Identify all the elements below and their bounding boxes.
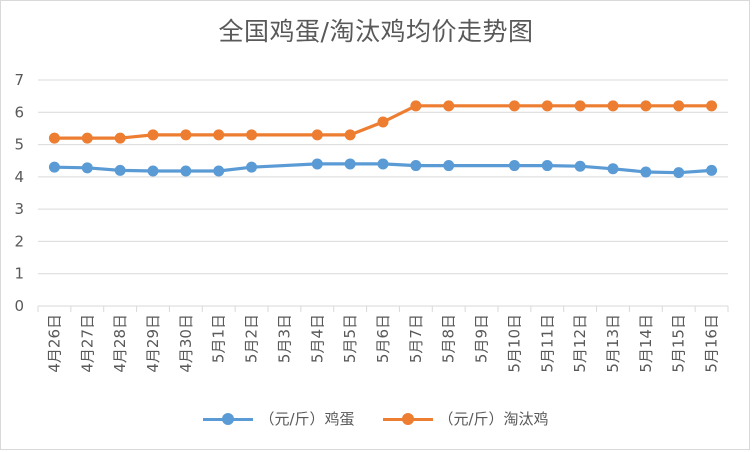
x-tick-label-4: 4月30日 — [177, 314, 195, 373]
series-0-point-2 — [114, 164, 126, 176]
series-1-point-9 — [344, 129, 356, 141]
series-0-point-9 — [344, 158, 356, 170]
legend-swatch-spent-hen — [382, 412, 433, 425]
series-1-point-15 — [541, 100, 553, 112]
y-tick-label-0: 0 — [14, 297, 24, 315]
series-1-point-3 — [147, 129, 159, 141]
series-1-point-16 — [574, 100, 586, 112]
x-tick-label-13: 5月9日 — [473, 314, 491, 363]
series-0-point-4 — [180, 165, 192, 177]
x-tick-label-9: 5月5日 — [341, 314, 359, 363]
series-1-point-11 — [410, 100, 422, 112]
legend-item-egg: （元/斤）鸡蛋 — [203, 408, 355, 429]
y-tick-label-1: 1 — [14, 265, 24, 283]
legend-item-spent-hen: （元/斤）淘汰鸡 — [382, 408, 549, 429]
legend: （元/斤）鸡蛋 （元/斤）淘汰鸡 — [0, 408, 752, 429]
x-tick-label-19: 5月15日 — [670, 314, 688, 373]
series-1-point-19 — [673, 100, 685, 112]
series-0-point-8 — [311, 158, 323, 170]
series-0-point-0 — [48, 161, 60, 173]
x-axis-tick-labels: 4月26日 4月27日 4月28日 4月29日 4月30日 5月1日 5月2日 5月3日 5月4… — [45, 314, 720, 373]
y-axis-tick-labels: 0 1 2 3 4 5 6 7 — [14, 71, 24, 315]
series-0-point-1 — [81, 162, 93, 174]
x-tick-label-10: 5月6日 — [374, 314, 392, 363]
legend-label-spent-hen: （元/斤）淘汰鸡 — [438, 410, 549, 428]
x-tick-label-8: 5月4日 — [308, 314, 326, 363]
series-1-point-0 — [48, 132, 60, 144]
y-tick-label-3: 3 — [14, 200, 24, 218]
x-tick-label-17: 5月13日 — [604, 314, 622, 373]
series-0-point-19 — [673, 167, 685, 179]
series-0-point-6 — [246, 161, 258, 173]
series-1-point-20 — [706, 100, 718, 112]
series-1-point-14 — [508, 100, 520, 112]
series-1-point-2 — [114, 132, 126, 144]
x-tick-label-18: 5月14日 — [637, 314, 655, 373]
series-1-point-17 — [607, 100, 619, 112]
series-0-point-14 — [508, 160, 520, 172]
series-0-point-15 — [541, 160, 553, 172]
series-0-point-3 — [147, 165, 159, 177]
series-0 — [48, 158, 718, 179]
x-axis — [37, 305, 729, 312]
x-tick-label-14: 5月10日 — [505, 314, 523, 373]
y-tick-label-6: 6 — [14, 103, 24, 121]
chart-title: 全国鸡蛋/淘汰鸡均价走势图 — [218, 17, 534, 46]
y-tick-label-7: 7 — [14, 71, 24, 89]
x-tick-label-11: 5月7日 — [407, 314, 425, 363]
x-tick-label-3: 4月29日 — [144, 314, 162, 373]
legend-label-egg: （元/斤）鸡蛋 — [259, 410, 355, 428]
x-tick-label-12: 5月8日 — [440, 314, 458, 363]
series-1-point-5 — [213, 129, 225, 141]
series-1-point-10 — [377, 116, 389, 128]
y-tick-label-5: 5 — [14, 136, 24, 154]
legend-swatch-egg — [203, 412, 254, 425]
series-0-point-11 — [410, 160, 422, 172]
series-1-point-6 — [246, 129, 258, 141]
x-tick-label-7: 5月3日 — [275, 314, 293, 363]
series-1-point-4 — [180, 129, 192, 141]
y-tick-label-4: 4 — [14, 168, 24, 186]
x-tick-label-6: 5月2日 — [243, 314, 261, 363]
series-1-point-8 — [311, 129, 323, 141]
x-tick-label-15: 5月11日 — [538, 314, 556, 373]
x-tick-label-2: 4月28日 — [111, 314, 129, 373]
series-1-point-1 — [81, 132, 93, 144]
series-1 — [48, 100, 718, 144]
y-tick-label-2: 2 — [14, 232, 24, 250]
x-tick-label-1: 4月27日 — [78, 314, 96, 373]
x-tick-label-20: 5月16日 — [703, 314, 721, 373]
x-tick-label-0: 4月26日 — [45, 314, 63, 373]
series — [48, 100, 718, 179]
series-0-point-17 — [607, 163, 619, 175]
series-0-point-16 — [574, 160, 586, 172]
series-1-point-18 — [640, 100, 652, 112]
series-0-point-5 — [213, 165, 225, 177]
series-0-point-18 — [640, 166, 652, 178]
series-0-point-12 — [443, 160, 455, 172]
series-0-point-10 — [377, 158, 389, 170]
series-1-point-12 — [443, 100, 455, 112]
series-0-point-20 — [706, 164, 718, 176]
x-tick-label-16: 5月12日 — [571, 314, 589, 373]
x-tick-label-5: 5月1日 — [210, 314, 228, 363]
gridlines — [38, 79, 728, 275]
